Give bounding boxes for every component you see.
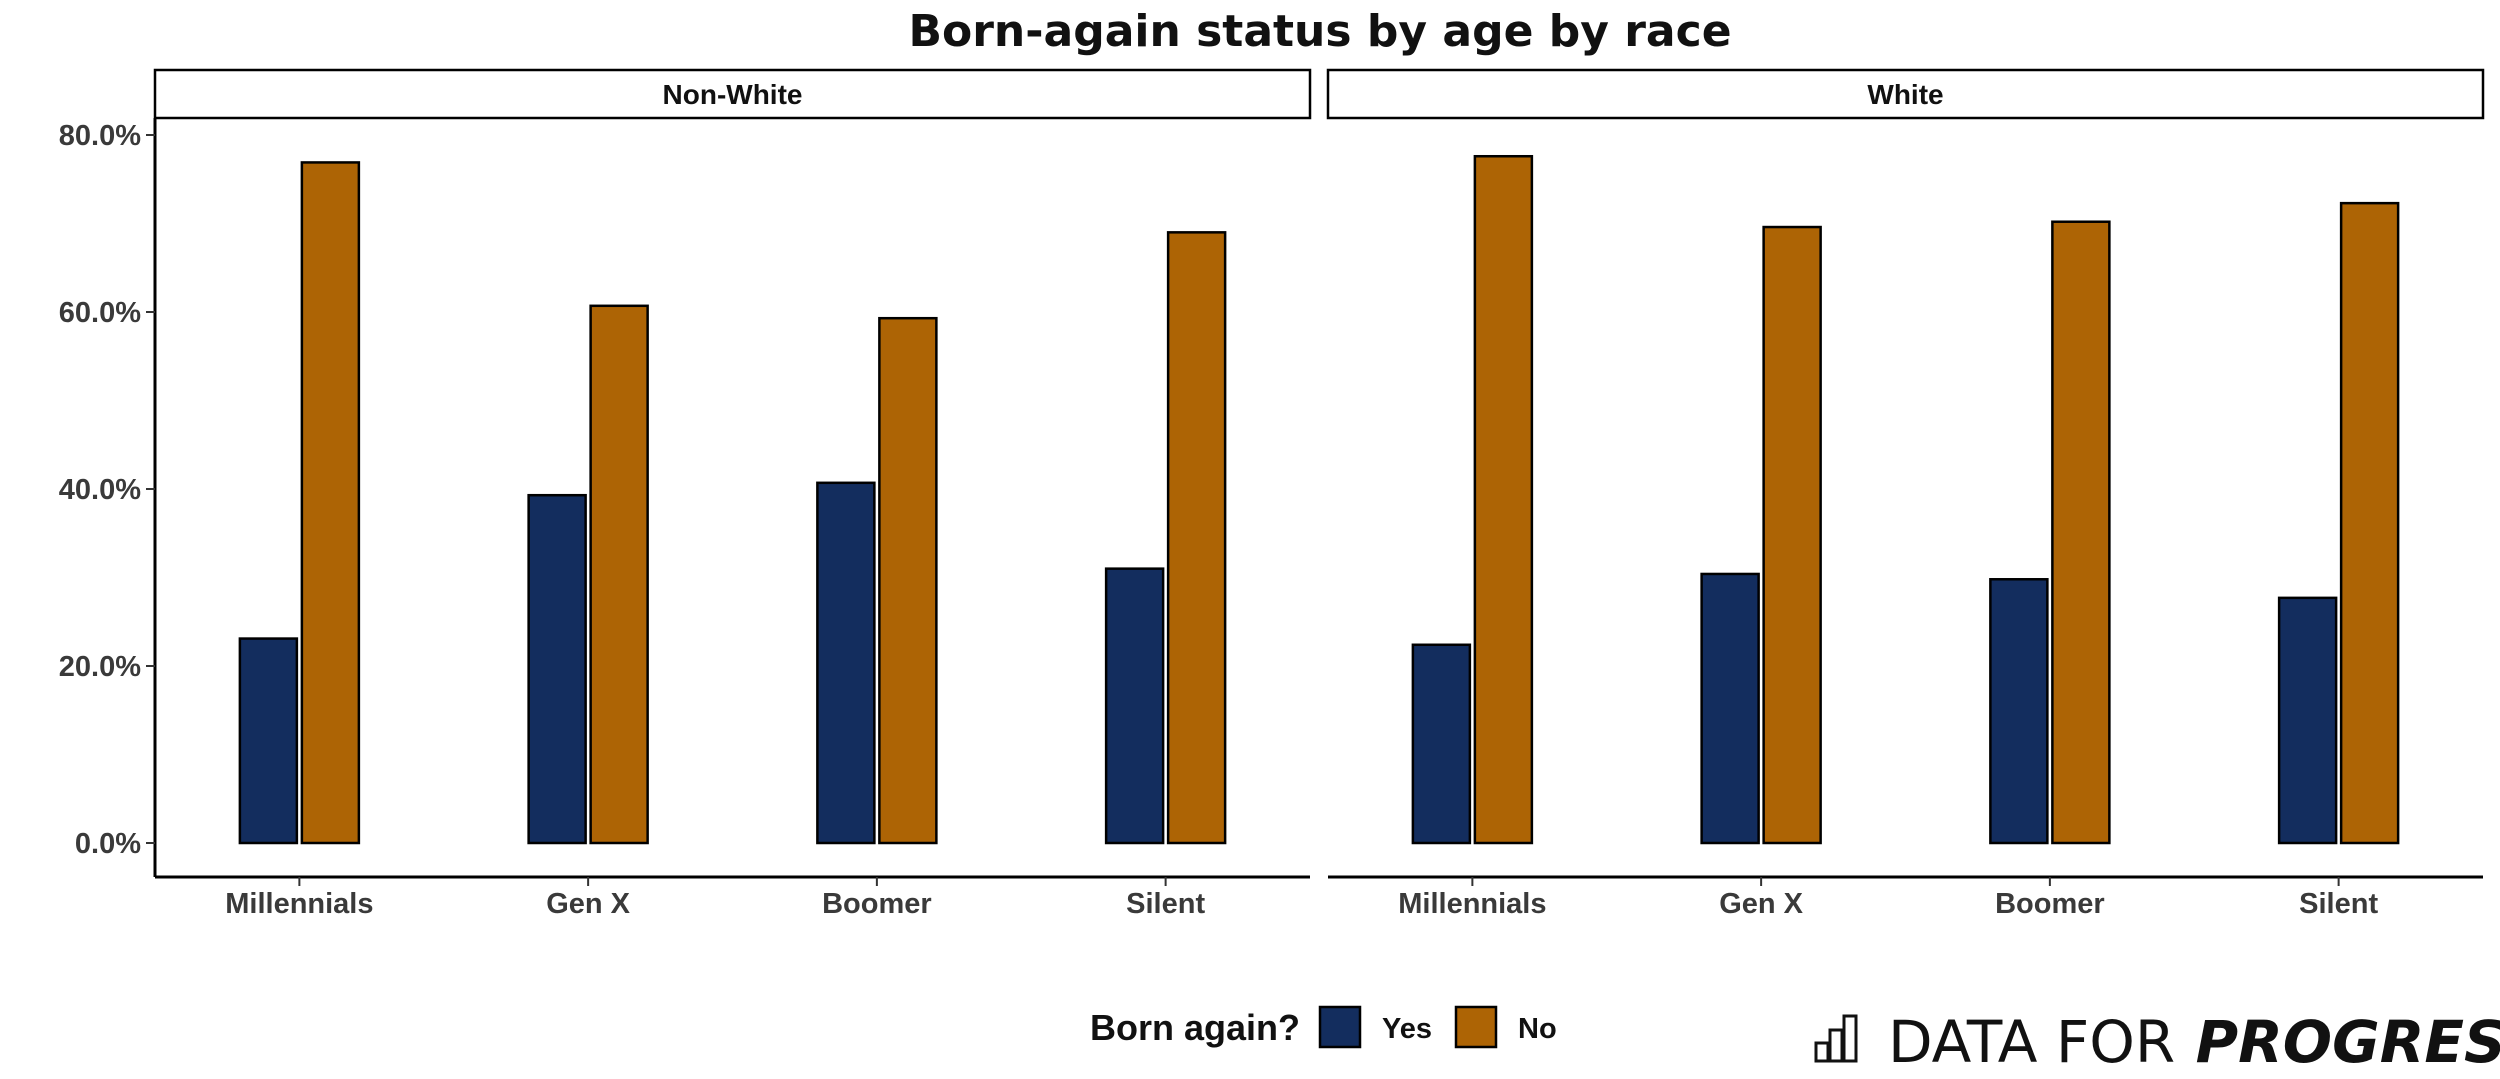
y-tick-label: 40.0%: [59, 474, 141, 506]
bar-white-gen-x-yes: [1700, 572, 1760, 845]
bar-non-white-boomer-no: [878, 316, 938, 845]
facet-strip: [153, 68, 1312, 120]
facet-strip: [1326, 68, 2485, 120]
bar-white-boomer-yes: [1989, 578, 2049, 845]
brand-text-light: DATA FOR: [1888, 1008, 2175, 1076]
bar-non-white-millennials-yes: [238, 637, 299, 845]
bar-non-white-silent-no: [1166, 231, 1227, 845]
y-tick-label: 0.0%: [75, 828, 141, 860]
legend-label-no: No: [1518, 1013, 1557, 1045]
y-tick-label: 20.0%: [59, 651, 141, 683]
x-tick-label: Boomer: [1995, 888, 2105, 920]
facet-panels: Non-White 0.0% 20.0% 40.0% 60.0% 80.0% Millenn…: [59, 68, 2485, 920]
x-tick-label: Silent: [1126, 888, 1205, 920]
brand-wordmark: DATA FOR PROGRESS: [1888, 1008, 2500, 1076]
panel-non-white: Non-White 0.0% 20.0% 40.0% 60.0% 80.0% Millenn…: [59, 68, 1312, 920]
bar-white-millennials-yes: [1411, 643, 1472, 845]
x-tick-label: Gen X: [546, 888, 630, 920]
legend-swatch-no: [1454, 1005, 1498, 1049]
x-tick-label: Millennials: [225, 888, 373, 920]
x-tick-label: Millennials: [1398, 888, 1546, 920]
legend-title: Born again?: [1090, 1007, 1300, 1048]
x-tick-label: Boomer: [822, 888, 932, 920]
facet-strip-label: White: [1867, 79, 1943, 110]
bar-non-white-gen-x-no: [589, 304, 649, 845]
x-tick-label: Silent: [2299, 888, 2378, 920]
bar-white-gen-x-no: [1762, 225, 1822, 845]
x-tick-label: Gen X: [1719, 888, 1803, 920]
legend-swatch-yes: [1318, 1005, 1362, 1049]
facet-strip-label: Non-White: [663, 79, 803, 110]
legend: Born again? Yes No: [1090, 1005, 1557, 1049]
brand-text-bold: PROGRESS: [2196, 1008, 2500, 1076]
bar-non-white-millennials-no: [300, 161, 361, 845]
bar-white-boomer-no: [2051, 220, 2111, 845]
panel-white: White Millennials Gen X Boomer Silent: [1326, 68, 2485, 920]
bar-non-white-boomer-yes: [816, 481, 876, 845]
bar-non-white-silent-yes: [1104, 567, 1165, 845]
bar-non-white-gen-x-yes: [527, 493, 587, 845]
bar-white-silent-no: [2339, 201, 2400, 845]
legend-items: Yes No: [1318, 1005, 1557, 1049]
y-tick-label: 60.0%: [59, 297, 141, 329]
bar-chart-icon: [1814, 1014, 1858, 1063]
bar-white-silent-yes: [2277, 596, 2338, 845]
chart-title: Born-again status by age by race: [908, 6, 1731, 57]
y-tick-label: 80.0%: [59, 120, 141, 152]
brand-logo: DATA FOR PROGRESS: [1814, 1008, 2500, 1076]
legend-label-yes: Yes: [1382, 1013, 1432, 1045]
bar-white-millennials-no: [1473, 154, 1534, 845]
